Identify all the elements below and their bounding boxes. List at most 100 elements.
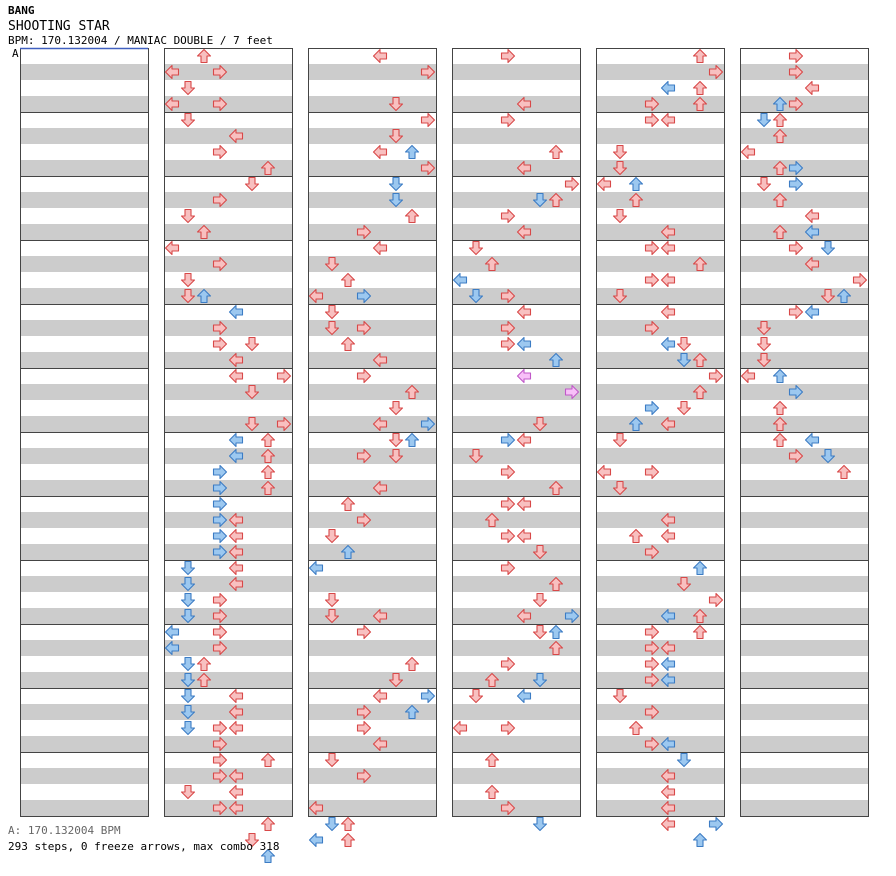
right-arrow-note xyxy=(212,544,228,560)
beat-stripe xyxy=(164,512,292,528)
beat-stripe xyxy=(740,384,868,400)
beat-stripe xyxy=(20,640,148,656)
beat-stripe xyxy=(308,672,436,688)
left-arrow-note xyxy=(804,432,820,448)
down-arrow-note xyxy=(612,432,628,448)
right-arrow-note xyxy=(644,704,660,720)
right-arrow-note xyxy=(500,336,516,352)
down-arrow-note xyxy=(676,352,692,368)
down-arrow-note xyxy=(180,672,196,688)
right-arrow-note xyxy=(788,96,804,112)
beat-stripe xyxy=(20,352,148,368)
up-arrow-note xyxy=(484,672,500,688)
left-arrow-note xyxy=(228,448,244,464)
right-arrow-note xyxy=(644,640,660,656)
left-arrow-note xyxy=(516,688,532,704)
up-arrow-note xyxy=(772,432,788,448)
beat-stripe xyxy=(308,576,436,592)
left-arrow-note xyxy=(372,416,388,432)
song-artist: BANG xyxy=(8,4,35,17)
left-arrow-note xyxy=(660,304,676,320)
down-arrow-note xyxy=(756,352,772,368)
beat-stripe xyxy=(308,416,436,432)
beat-stripe xyxy=(164,384,292,400)
beat-stripe xyxy=(452,544,580,560)
beat-stripe xyxy=(740,800,868,816)
beat-stripe xyxy=(452,800,580,816)
beat-stripe xyxy=(164,672,292,688)
left-arrow-note xyxy=(660,800,676,816)
beat-stripe xyxy=(740,224,868,240)
up-arrow-note xyxy=(340,832,356,848)
beat-stripe xyxy=(596,672,724,688)
up-arrow-note xyxy=(772,160,788,176)
chart-column xyxy=(308,48,437,817)
beat-stripe xyxy=(740,64,868,80)
beat-stripe xyxy=(740,576,868,592)
down-arrow-note xyxy=(324,528,340,544)
right-arrow-note xyxy=(644,656,660,672)
right-arrow-note xyxy=(212,768,228,784)
right-arrow-note xyxy=(644,96,660,112)
beat-stripe xyxy=(308,288,436,304)
up-arrow-note xyxy=(692,48,708,64)
up-arrow-note xyxy=(772,192,788,208)
beat-stripe xyxy=(308,320,436,336)
right-arrow-note xyxy=(500,528,516,544)
up-arrow-note xyxy=(484,784,500,800)
beat-stripe xyxy=(20,672,148,688)
right-arrow-note xyxy=(500,464,516,480)
down-arrow-note xyxy=(180,608,196,624)
right-arrow-note xyxy=(708,368,724,384)
left-arrow-note xyxy=(660,80,676,96)
down-arrow-note xyxy=(180,688,196,704)
right-arrow-note xyxy=(212,336,228,352)
beat-stripe xyxy=(596,64,724,80)
beat-stripe xyxy=(740,96,868,112)
left-arrow-note xyxy=(660,272,676,288)
beat-stripe xyxy=(596,224,724,240)
right-arrow-note xyxy=(644,544,660,560)
beat-stripe xyxy=(452,96,580,112)
beat-stripe xyxy=(452,672,580,688)
left-arrow-note xyxy=(308,832,324,848)
up-arrow-note xyxy=(836,464,852,480)
beat-stripe xyxy=(20,160,148,176)
beat-stripe xyxy=(596,768,724,784)
beat-stripe xyxy=(596,288,724,304)
down-arrow-note xyxy=(180,112,196,128)
left-arrow-note xyxy=(452,720,468,736)
bpm-summary: A: 170.132004 BPM xyxy=(8,824,121,837)
left-arrow-note xyxy=(804,256,820,272)
beat-stripe xyxy=(740,640,868,656)
left-arrow-note xyxy=(660,608,676,624)
down-arrow-note xyxy=(676,400,692,416)
left-arrow-note xyxy=(228,352,244,368)
down-arrow-note xyxy=(612,208,628,224)
beat-stripe xyxy=(308,704,436,720)
beat-stripe xyxy=(308,224,436,240)
right-arrow-note xyxy=(644,272,660,288)
left-arrow-note xyxy=(228,560,244,576)
beat-stripe xyxy=(452,576,580,592)
left-arrow-note xyxy=(452,272,468,288)
right-arrow-note xyxy=(500,112,516,128)
left-arrow-note xyxy=(740,144,756,160)
step-stats: 293 steps, 0 freeze arrows, max combo 31… xyxy=(8,840,280,853)
left-arrow-note xyxy=(228,128,244,144)
beat-stripe xyxy=(596,704,724,720)
beat-stripe xyxy=(596,480,724,496)
up-arrow-note xyxy=(404,208,420,224)
left-arrow-note xyxy=(308,800,324,816)
left-arrow-note xyxy=(372,608,388,624)
down-arrow-note xyxy=(532,544,548,560)
right-arrow-note xyxy=(420,416,436,432)
down-arrow-note xyxy=(180,576,196,592)
right-arrow-note xyxy=(500,560,516,576)
beat-stripe xyxy=(740,512,868,528)
left-arrow-note xyxy=(660,672,676,688)
down-arrow-note xyxy=(324,752,340,768)
beat-stripe xyxy=(740,416,868,432)
right-arrow-note xyxy=(212,496,228,512)
beat-stripe xyxy=(740,768,868,784)
